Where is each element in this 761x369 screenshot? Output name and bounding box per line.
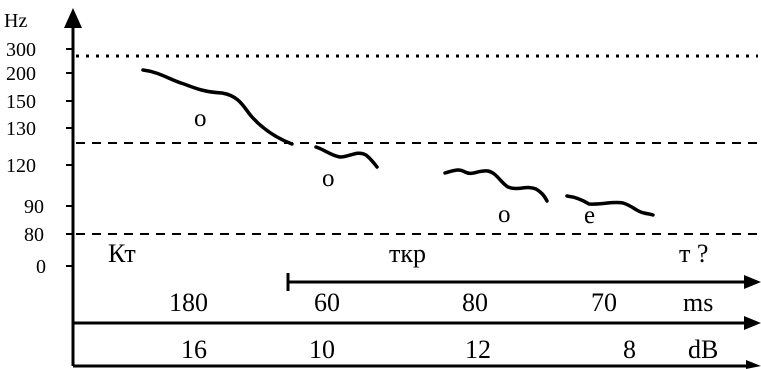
vowel-label: о (322, 165, 335, 192)
segment-label-middle: ткр (389, 239, 426, 268)
vowel-label: е (584, 202, 595, 229)
intensity-value: 8 (623, 335, 636, 364)
pitch-contours (141, 68, 655, 217)
intensity-value: 12 (465, 335, 491, 364)
y-tick-label: 120 (6, 155, 36, 177)
y-tick-label: 200 (6, 63, 36, 85)
y-tick-label: 0 (36, 256, 46, 278)
segment-label-left: Кт (108, 239, 136, 268)
y-axis-ticks (66, 48, 73, 267)
vowel-label: о (498, 201, 511, 228)
duration-value: 60 (314, 288, 340, 317)
vowel-label: о (194, 105, 207, 132)
y-tick-label: 80 (24, 224, 44, 246)
intensity-unit: dB (688, 335, 718, 364)
intensity-row-arrowhead (746, 360, 761, 369)
duration-unit: ms (683, 288, 713, 317)
y-axis-arrowhead (64, 8, 82, 28)
segment-span-arrowhead (744, 275, 761, 289)
duration-value: 80 (462, 288, 488, 317)
intensity-value: 10 (309, 335, 335, 364)
duration-value: 180 (169, 288, 208, 317)
pitch-contour (443, 168, 549, 203)
y-tick-label: 130 (6, 118, 36, 140)
intensity-value: 16 (181, 335, 207, 364)
y-axis-unit: Hz (4, 10, 27, 32)
pitch-contour (141, 68, 294, 146)
y-tick-label: 150 (6, 91, 36, 113)
duration-value: 70 (591, 288, 617, 317)
duration-row-arrowhead (744, 316, 761, 330)
pitch-contour (565, 194, 655, 217)
pitch-contour (314, 145, 379, 169)
segment-label-right: т ? (679, 239, 708, 268)
y-tick-label: 300 (6, 39, 36, 61)
y-tick-label: 90 (24, 196, 44, 218)
